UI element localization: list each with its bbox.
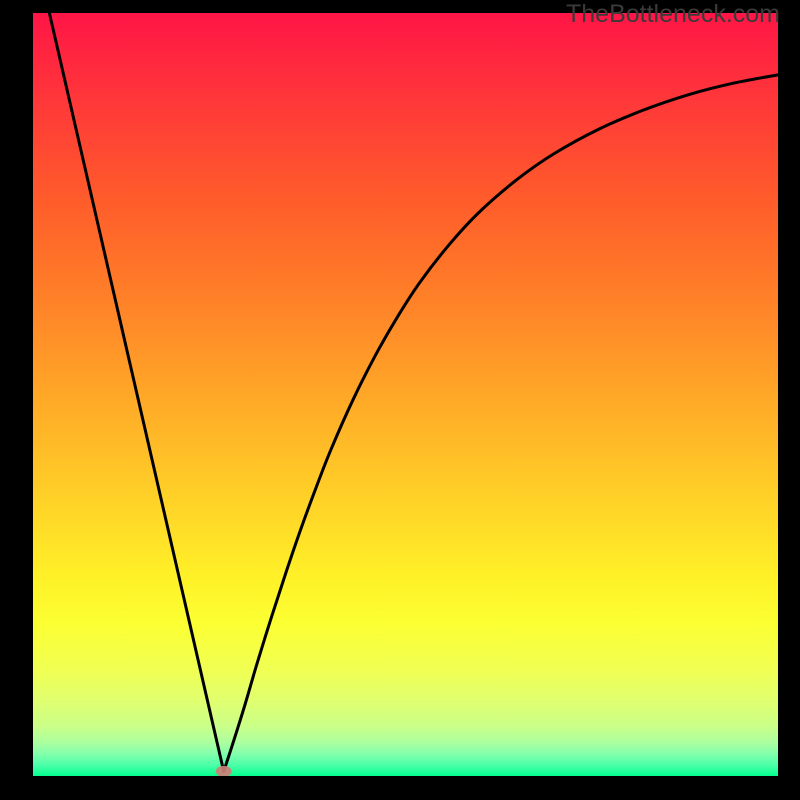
- minimum-marker: [216, 766, 232, 776]
- curve-layer: [33, 13, 778, 776]
- watermark-text: TheBottleneck.com: [566, 0, 780, 29]
- chart-stage: TheBottleneck.com: [0, 0, 800, 800]
- bottleneck-curve: [49, 13, 778, 771]
- plot-area: [33, 13, 778, 776]
